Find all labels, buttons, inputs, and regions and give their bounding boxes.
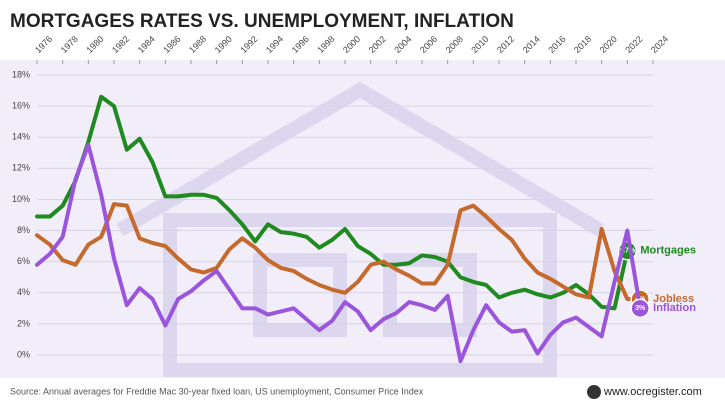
y-tick-label: 16% xyxy=(12,100,30,110)
legend-label: Inflation xyxy=(653,302,696,314)
y-tick-label: 18% xyxy=(12,69,30,79)
series-line xyxy=(35,143,643,364)
x-tick-label: 2022 xyxy=(623,34,644,55)
y-tick-label: 6% xyxy=(17,256,30,266)
x-tick-label: 2004 xyxy=(392,34,413,55)
chart-title: MORTGAGES RATES VS. UNEMPLOYMENT, INFLAT… xyxy=(10,11,514,32)
legend-label: Mortgages xyxy=(640,245,696,257)
legend-label: Jobless xyxy=(653,293,694,305)
x-tick-label: 2008 xyxy=(444,34,465,55)
x-tick-label: 1980 xyxy=(84,34,105,55)
house-watermark xyxy=(116,81,604,377)
value-label: 6.7% xyxy=(619,248,636,255)
y-tick-label: 8% xyxy=(17,225,30,235)
x-tick-label: 2014 xyxy=(521,34,542,55)
credit-logo xyxy=(587,385,601,399)
x-tick-label: 1986 xyxy=(161,34,182,55)
y-tick-label: 0% xyxy=(17,349,30,359)
y-tick-label: 2% xyxy=(17,318,30,328)
y-tick-label: 12% xyxy=(12,163,30,173)
y-tick-label: 10% xyxy=(12,194,30,204)
x-tick-label: 2010 xyxy=(469,34,490,55)
x-tick-label: 2020 xyxy=(598,34,619,55)
x-tick-label: 1982 xyxy=(110,34,131,55)
x-tick-label: 1990 xyxy=(213,34,234,55)
x-tick-label: 1988 xyxy=(187,34,208,55)
x-tick-label: 1984 xyxy=(136,34,157,55)
credit: www.ocregister.com xyxy=(603,386,702,398)
x-tick-label: 1994 xyxy=(264,34,285,55)
y-tick-label: 14% xyxy=(12,132,30,142)
y-tick-label: 4% xyxy=(17,287,30,297)
x-tick-label: 2024 xyxy=(649,34,670,55)
x-tick-label: 1992 xyxy=(238,34,259,55)
x-tick-label: 1996 xyxy=(290,34,311,55)
end-marker xyxy=(630,298,650,319)
series-line xyxy=(35,94,630,311)
x-tick-label: 2002 xyxy=(367,34,388,55)
x-tick-label: 1978 xyxy=(59,34,80,55)
value-label: 3% xyxy=(635,305,646,312)
x-tick-label: 1976 xyxy=(33,34,54,55)
x-tick-label: 2018 xyxy=(572,34,593,55)
x-tick-label: 2012 xyxy=(495,34,516,55)
x-tick-label: 1998 xyxy=(315,34,336,55)
x-tick-label: 2006 xyxy=(418,34,439,55)
source-note: Source: Annual averages for Freddie Mac … xyxy=(10,386,424,396)
series-line xyxy=(35,202,643,301)
x-tick-label: 2000 xyxy=(341,34,362,55)
x-tick-label: 2016 xyxy=(546,34,567,55)
